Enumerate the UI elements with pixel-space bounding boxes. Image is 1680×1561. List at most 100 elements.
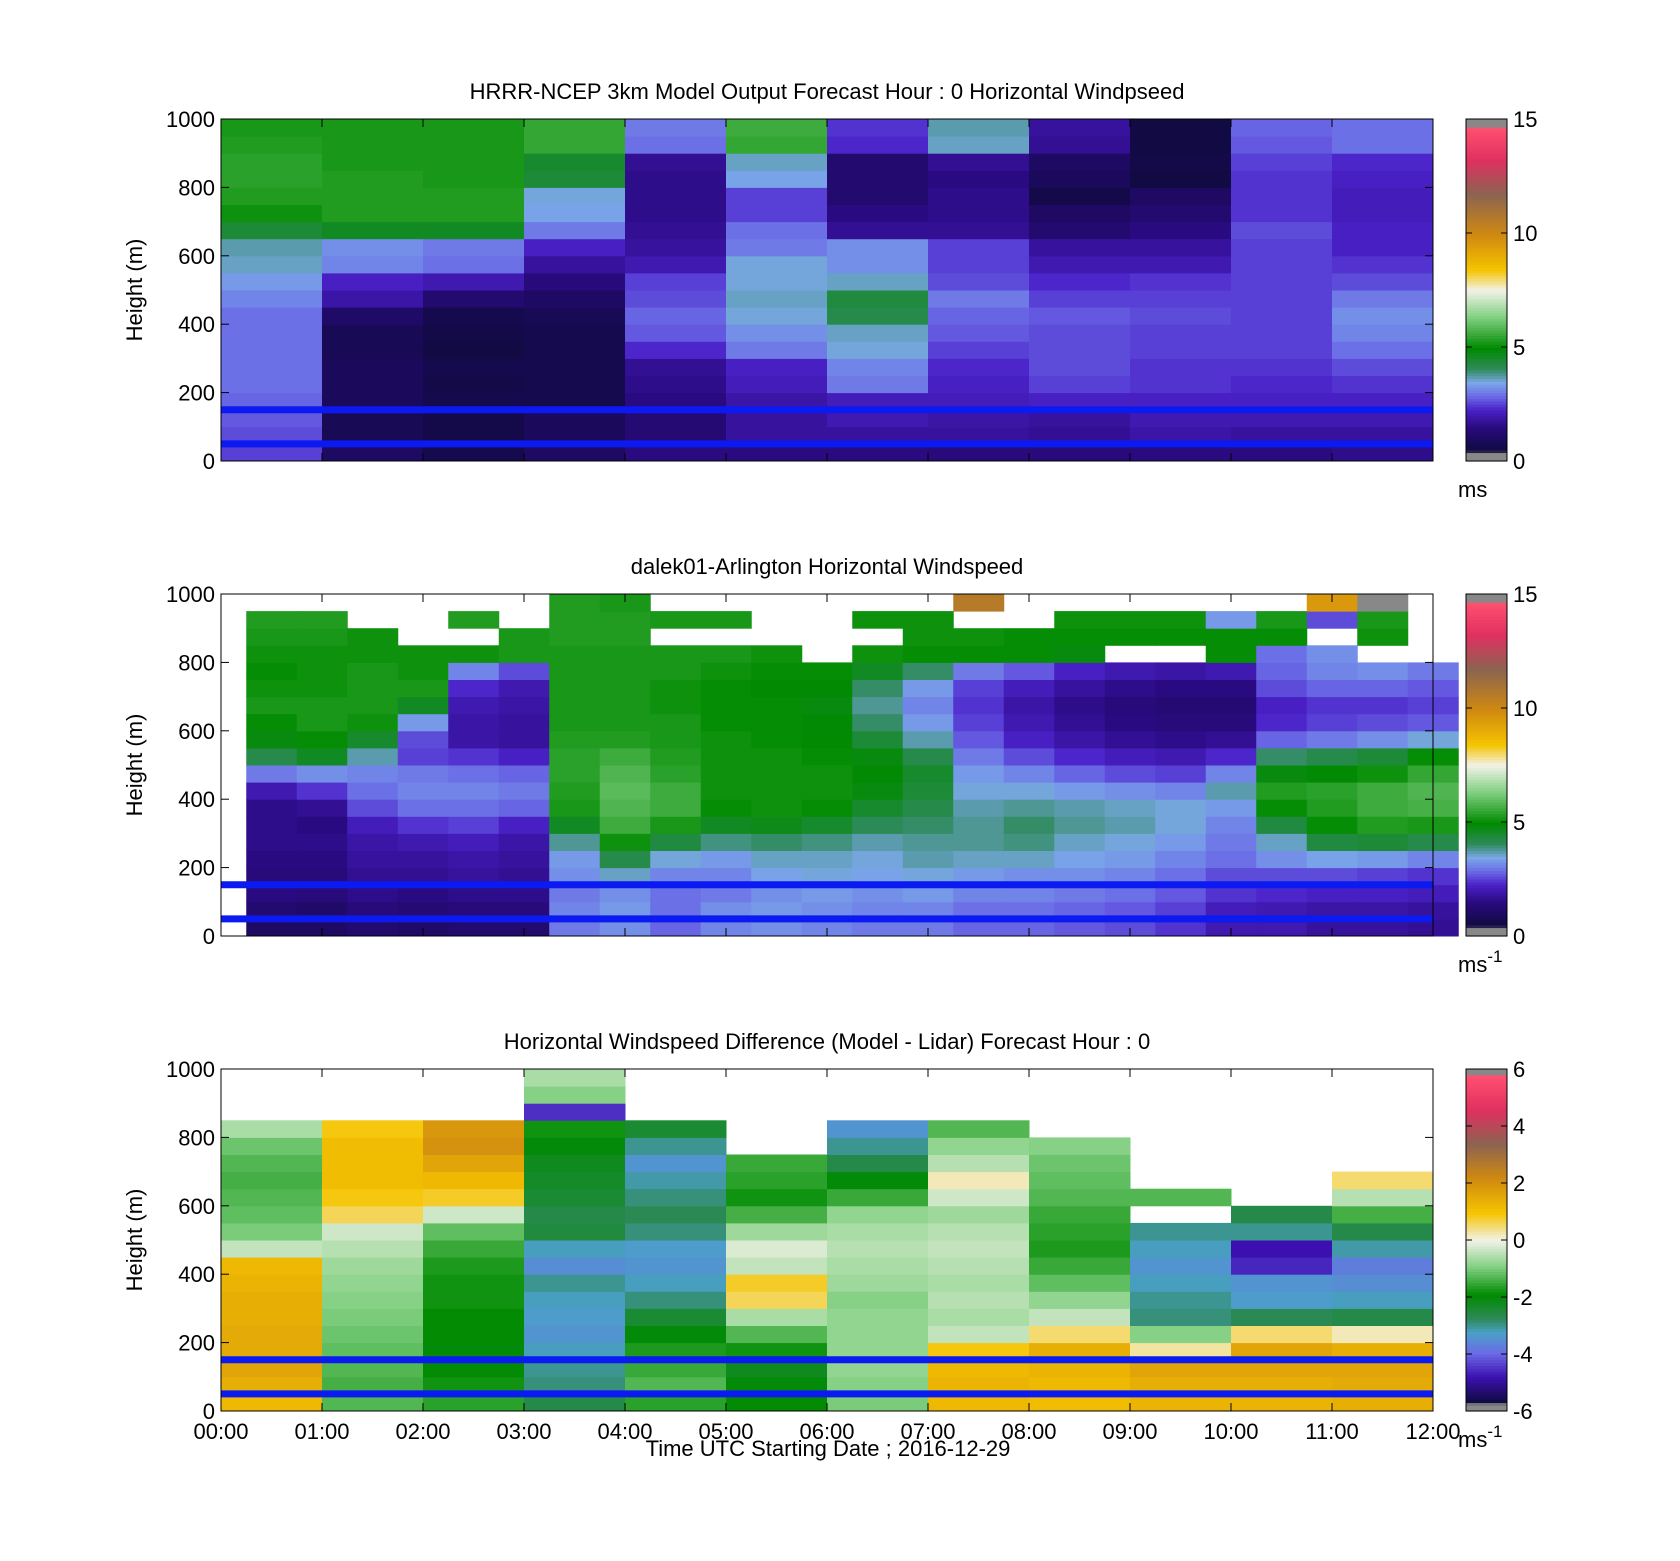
- colorbar-band: [1466, 787, 1507, 792]
- colorbar-band: [1466, 358, 1507, 362]
- heatmap-cell: [397, 765, 449, 783]
- heatmap-cell: [1003, 696, 1055, 715]
- heatmap-cell: [827, 1342, 929, 1361]
- colorbar-band: [1466, 1285, 1507, 1290]
- heatmap-cell: [246, 833, 298, 851]
- heatmap-cell: [1256, 833, 1308, 851]
- colorbar-band: [1466, 930, 1507, 934]
- colorbar-band: [1466, 1194, 1507, 1198]
- heatmap-cell: [625, 221, 727, 240]
- colorbar-band: [1466, 384, 1507, 388]
- heatmap-cell: [801, 713, 853, 732]
- colorbar-band: [1466, 873, 1507, 877]
- colorbar-unit: ms: [1458, 477, 1487, 502]
- colorbar-band: [1466, 733, 1507, 738]
- heatmap-cell: [726, 409, 828, 428]
- colorbar-band: [1466, 824, 1507, 829]
- heatmap-cell: [1104, 628, 1156, 646]
- heatmap-cell: [953, 918, 1005, 937]
- colorbar-band: [1466, 793, 1507, 797]
- heatmap-cell: [1029, 1325, 1131, 1344]
- heatmap-cell: [296, 662, 348, 680]
- colorbar-band: [1466, 423, 1507, 428]
- colorbar-band: [1466, 1202, 1507, 1207]
- heatmap-cell: [1205, 747, 1257, 766]
- heatmap-cell: [524, 119, 626, 137]
- heatmap-cell: [1054, 628, 1106, 646]
- colorbar-band: [1466, 233, 1507, 237]
- heatmap-cell: [221, 1154, 323, 1173]
- heatmap-cell: [827, 341, 929, 359]
- y-tick-label: 200: [178, 1331, 215, 1356]
- heatmap-cell: [928, 1257, 1030, 1275]
- heatmap-cell: [524, 1359, 626, 1378]
- heatmap-cell: [902, 782, 954, 800]
- heatmap-cell: [1003, 833, 1055, 851]
- y-tick-label: 1000: [166, 1057, 215, 1082]
- colorbar-band: [1466, 1205, 1507, 1210]
- heatmap-cell: [1231, 1240, 1333, 1258]
- heatmap-cell: [827, 1205, 929, 1224]
- colorbar-tick-label: 10: [1513, 221, 1537, 246]
- heatmap-cell: [726, 1222, 828, 1241]
- colorbar-band: [1466, 441, 1507, 445]
- heatmap-cell: [1054, 850, 1106, 869]
- heatmap-cell: [1205, 679, 1257, 698]
- heatmap-cell: [625, 358, 727, 376]
- heatmap-cell: [549, 884, 601, 903]
- heatmap-cell: [1130, 1240, 1232, 1258]
- colorbar-band: [1466, 716, 1507, 720]
- heatmap-cell: [397, 918, 449, 937]
- heatmap-cell: [1029, 392, 1131, 411]
- x-tick-label: 04:00: [597, 1419, 652, 1444]
- heatmap-cell: [1130, 272, 1232, 291]
- heatmap-cell: [1029, 358, 1131, 376]
- heatmap-cell: [347, 850, 399, 869]
- heatmap-cell: [1155, 884, 1207, 903]
- heatmap-cell: [852, 611, 904, 629]
- heatmap-cell: [296, 884, 348, 903]
- heatmap-cell: [1256, 918, 1308, 937]
- heatmap-cell: [1155, 782, 1207, 800]
- heatmap-cell: [397, 850, 449, 869]
- chart-title: HRRR-NCEP 3km Model Output Forecast Hour…: [470, 79, 1185, 104]
- heatmap-cell: [498, 730, 550, 749]
- colorbar-band: [1466, 378, 1507, 382]
- heatmap-cell: [1357, 816, 1409, 834]
- heatmap-cell: [928, 1325, 1030, 1344]
- colorbar-band: [1466, 730, 1507, 735]
- heatmap-cell: [221, 426, 323, 445]
- heatmap-cell: [599, 799, 651, 817]
- heatmap-cell: [524, 272, 626, 291]
- heatmap-cell: [498, 713, 550, 732]
- heatmap-cell: [1130, 409, 1232, 428]
- heatmap-cell: [625, 392, 727, 411]
- heatmap-cell: [423, 443, 525, 462]
- colorbar-band: [1466, 144, 1507, 149]
- heatmap-cell: [751, 833, 803, 851]
- colorbar-tick-label: 5: [1513, 810, 1525, 835]
- colorbar-tick-label: -4: [1513, 1342, 1533, 1367]
- heatmap-cell: [1332, 307, 1434, 325]
- heatmap-cell: [423, 392, 525, 411]
- heatmap-cell: [1256, 884, 1308, 903]
- colorbar-band: [1466, 432, 1507, 436]
- heatmap-cell: [448, 696, 500, 715]
- colorbar-band: [1466, 1217, 1507, 1221]
- colorbar-band: [1466, 244, 1507, 248]
- colorbar-band: [1466, 893, 1507, 897]
- heatmap-cell: [1256, 901, 1308, 920]
- heatmap-cell: [1029, 272, 1131, 291]
- heatmap-cell: [1231, 136, 1333, 154]
- colorbar-band: [1466, 264, 1507, 268]
- colorbar-band: [1466, 673, 1507, 678]
- colorbar-band: [1466, 631, 1507, 635]
- heatmap-cell: [1306, 816, 1358, 834]
- heatmap-cell: [1205, 730, 1257, 749]
- heatmap-cell: [1003, 901, 1055, 920]
- heatmap-cell: [423, 1308, 525, 1326]
- heatmap-cell: [751, 901, 803, 920]
- colorbar-band: [1466, 784, 1507, 789]
- heatmap-cell: [1130, 1342, 1232, 1361]
- heatmap-cell: [423, 409, 525, 428]
